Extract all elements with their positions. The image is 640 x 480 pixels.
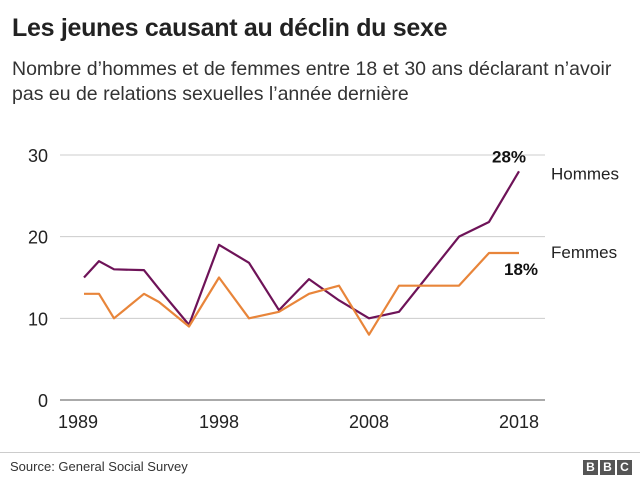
x-tick-label: 2018 (499, 412, 539, 432)
x-tick-label: 2008 (349, 412, 389, 432)
y-tick-label: 20 (28, 228, 48, 248)
x-tick-label: 1998 (199, 412, 239, 432)
y-tick-label: 0 (38, 391, 48, 411)
legend-label: Hommes (551, 164, 619, 183)
chart-subtitle: Nombre d’hommes et de femmes entre 18 et… (12, 58, 612, 105)
end-value-label: 28% (492, 147, 526, 166)
source-note: Source: General Social Survey (10, 459, 188, 474)
y-tick-label: 30 (28, 146, 48, 166)
chart-title: Les jeunes causant au déclin du sexe (12, 14, 448, 42)
x-tick-label: 1989 (58, 412, 98, 432)
series-line-femmes (84, 251, 519, 336)
line-chart: 0 10 20 30 1989 1998 2008 2018 28% Hommes 18% Femme… (28, 146, 619, 432)
end-value-label: 18% (504, 260, 538, 279)
y-tick-label: 10 (28, 309, 48, 329)
legend-label: Femmes (551, 243, 617, 262)
footer-divider (0, 452, 640, 453)
series-line-hommes (83, 170, 520, 326)
